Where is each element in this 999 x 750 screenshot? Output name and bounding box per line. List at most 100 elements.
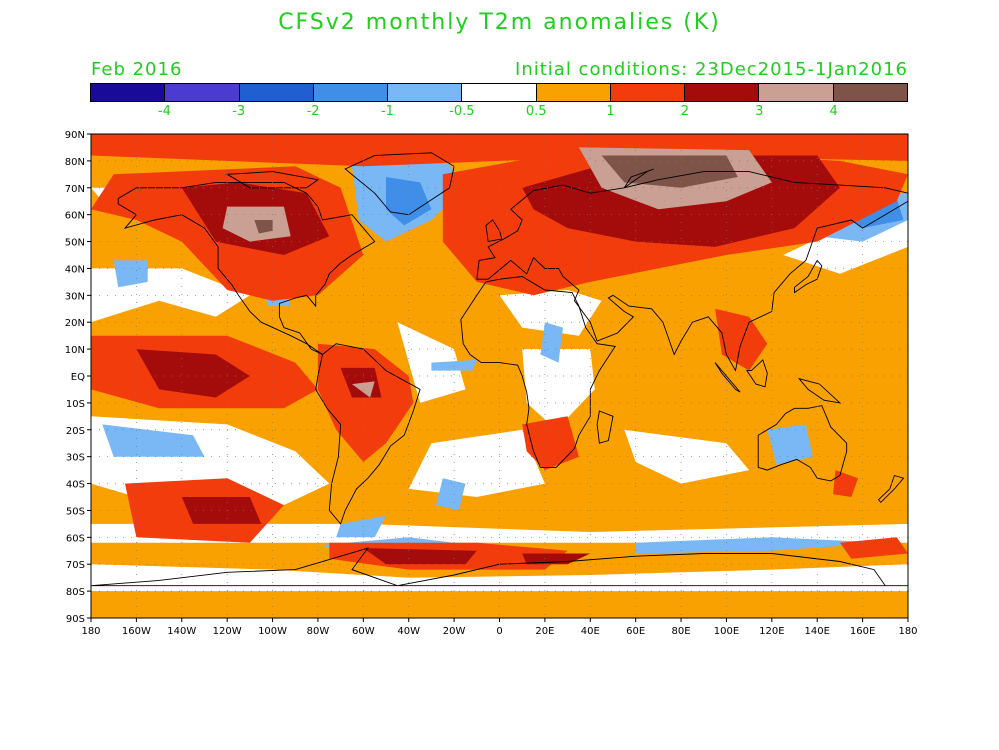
legend-tick-label: 4: [829, 104, 838, 119]
grid-lines: [91, 134, 908, 618]
legend-swatch-3: [313, 84, 389, 101]
map-axes: 90N 80N 70N 60N 50N 40N 30N 20N 10N EQ 10S 20S 30S 40…: [65, 130, 918, 637]
lon-tick-label: 140E: [805, 626, 830, 637]
anomaly-region-15: [767, 424, 813, 465]
initial-conditions-label: Initial conditions: 23Dec2015-1Jan2016: [515, 59, 908, 80]
lon-tick-label: 180: [81, 626, 100, 637]
legend-swatch-10: [833, 84, 907, 101]
lat-tick-label: 60N: [65, 211, 85, 222]
coastline-madagascar: [596, 410, 614, 444]
lat-tick-label: 80N: [65, 157, 85, 168]
lat-tick-label: 60S: [66, 533, 85, 544]
chart-title: CFSv2 monthly T2m anomalies (K): [278, 10, 721, 35]
coastline-south-america: [315, 343, 421, 525]
legend-tick-label: 1: [606, 104, 615, 119]
lon-tick-label: 20W: [443, 626, 466, 637]
legend-swatch-4: [388, 84, 463, 101]
anomaly-region-21: [336, 515, 386, 538]
coastline-sumatra: [714, 362, 741, 393]
lon-tick-label: 20E: [535, 626, 554, 637]
lat-tick-label: 50N: [65, 238, 85, 249]
lon-tick-label: 180: [898, 626, 917, 637]
legend-tick-label: -3: [232, 104, 246, 119]
legend-swatch-2: [239, 84, 314, 101]
lat-tick-label: 90S: [66, 614, 85, 625]
coastline-uk: [485, 219, 503, 243]
coastline-africa: [460, 276, 616, 468]
anomaly-region-17: [113, 260, 148, 288]
anomaly-region-34: [833, 470, 859, 497]
lon-tick-label: 120E: [759, 626, 784, 637]
coastline-svalbard-novaya: [623, 168, 654, 189]
lat-tick-label: 30N: [65, 291, 85, 302]
anomaly-region-7: [91, 523, 908, 543]
legend-swatch-6: [536, 84, 611, 101]
lat-tick-label: 90N: [65, 130, 85, 141]
lon-tick-label: 140W: [167, 626, 196, 637]
lon-tick-label: 0: [496, 626, 502, 637]
legend-tick-label: 2: [680, 104, 690, 119]
lat-tick-label: 40S: [66, 480, 85, 491]
anomaly-fields: [91, 134, 908, 592]
legend-swatch-1: [165, 84, 240, 101]
lat-tick-label: EQ: [71, 372, 85, 383]
anomaly-region-45: [352, 381, 375, 398]
lon-tick-label: 60W: [352, 626, 375, 637]
lat-tick-label: 80S: [66, 587, 85, 598]
lat-tick-label: 40N: [65, 264, 85, 275]
anomaly-region-20: [431, 359, 477, 371]
anomaly-region-29: [317, 343, 414, 462]
lat-tick-label: 30S: [66, 453, 85, 464]
lon-tick-label: 40W: [397, 626, 420, 637]
legend-tick-label: -2: [306, 104, 320, 119]
anomaly-region-23: [635, 537, 886, 554]
lon-tick-label: 160W: [122, 626, 151, 637]
lat-tick-label: 70S: [66, 560, 85, 571]
lon-tick-label: 100W: [258, 626, 287, 637]
legend-swatch-0: [91, 84, 166, 101]
coastline-new-zealand: [877, 474, 905, 504]
anomaly-region-40: [363, 548, 477, 565]
coastline-canadian-islands: [225, 171, 320, 189]
anomaly-region-38: [136, 349, 250, 398]
legend-swatch-9: [759, 84, 834, 101]
lat-tick-label: 20S: [66, 426, 85, 437]
anomaly-region-39: [181, 497, 262, 524]
lat-tick-label: 10S: [66, 399, 85, 410]
coastline-japan: [794, 259, 823, 294]
anomaly-region-47: [254, 220, 273, 234]
lat-tick-label: 50S: [66, 506, 85, 517]
anomaly-region-6: [624, 429, 750, 484]
lon-tick-label: 60E: [626, 626, 645, 637]
lon-tick-label: 80W: [307, 626, 330, 637]
anomaly-region-33: [715, 308, 768, 371]
color-legend-bar: [90, 83, 908, 102]
anomaly-region-8: [91, 564, 908, 592]
legend-tick-label: -4: [157, 104, 171, 119]
legend-tick-label: -0.5: [449, 104, 475, 119]
legend-tick-label: -1: [380, 104, 394, 119]
coastline-borneo: [746, 359, 768, 388]
coastline-new-guinea: [797, 377, 842, 404]
legend-tick-label: 3: [755, 104, 764, 119]
anomaly-region-4: [522, 349, 595, 430]
legend-swatch-8: [685, 84, 760, 101]
lon-tick-label: 120W: [213, 626, 242, 637]
anomaly-region-24: [436, 478, 466, 511]
legend-tick-label: 0.5: [525, 104, 547, 119]
lat-tick-label: 70N: [65, 184, 85, 195]
legend-swatch-7: [610, 84, 686, 101]
lon-tick-label: 40E: [581, 626, 600, 637]
legend-swatch-5: [462, 84, 537, 101]
anomaly-region-32: [522, 416, 579, 471]
lon-tick-label: 80E: [672, 626, 691, 637]
anomaly-region-42: [522, 553, 591, 565]
lon-tick-label: 160E: [850, 626, 875, 637]
coastline-australia: [757, 405, 848, 482]
lat-tick-label: 20N: [65, 318, 85, 329]
lat-tick-label: 10N: [65, 345, 85, 356]
lon-tick-label: 100E: [714, 626, 739, 637]
anomaly-region-16: [102, 424, 205, 457]
anomaly-region-35: [839, 537, 908, 559]
